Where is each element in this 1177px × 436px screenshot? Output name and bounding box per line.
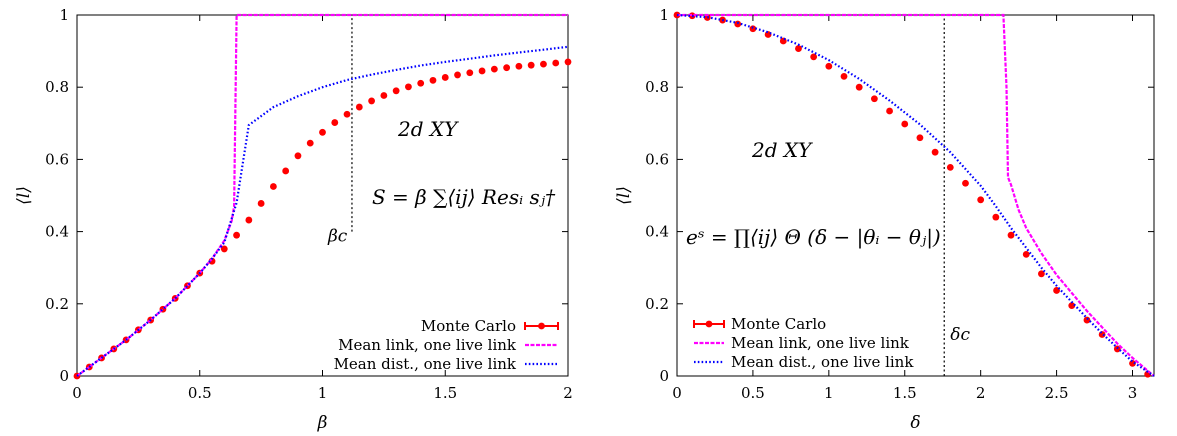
x-tick-label: 0 xyxy=(72,384,82,402)
monte-carlo-point xyxy=(454,71,461,79)
monte-carlo-point xyxy=(355,103,363,111)
legend-label: Monte Carlo xyxy=(421,317,516,335)
critical-label: βc xyxy=(327,227,348,247)
monte-carlo-point xyxy=(257,200,265,207)
monte-carlo-point xyxy=(220,245,228,253)
monte-carlo-point xyxy=(1022,250,1030,258)
monte-carlo-point xyxy=(466,69,474,77)
x-tick-label: 0 xyxy=(672,384,682,402)
monte-carlo-point xyxy=(478,67,486,75)
monte-carlo-point xyxy=(1083,316,1091,324)
monte-carlo-point xyxy=(306,139,314,147)
y-tick-label: 0.6 xyxy=(45,150,69,168)
monte-carlo-point xyxy=(886,107,893,115)
y-tick-label: 1 xyxy=(659,6,669,24)
x-tick-label: 1.5 xyxy=(893,384,917,402)
y-tick-label: 0.4 xyxy=(45,223,69,241)
monte-carlo-point xyxy=(825,62,833,70)
left-panel-beta: 0 0.2 0.4 0.6 0.8 1 0 0.5 1 1.5 2 β ⟨l⟩ βc 2d XY S = β … xyxy=(14,6,573,433)
monte-carlo-point xyxy=(946,163,954,171)
x-tick-label: 2 xyxy=(976,384,986,402)
legend-swatch xyxy=(538,322,545,330)
x-tick-label: 3 xyxy=(1128,384,1138,402)
monte-carlo-point xyxy=(294,152,302,160)
legend-swatch xyxy=(705,320,713,328)
monte-carlo-point xyxy=(840,72,848,80)
x-tick-label: 1 xyxy=(824,384,834,402)
monte-carlo-point xyxy=(795,45,802,52)
right-panel-delta: 0 0.2 0.4 0.6 0.8 1 0 0.5 1 1.5 2 2.5 3 δ ⟨l⟩ δc 2d XY eˢ… xyxy=(614,6,1155,433)
model-label: 2d XY xyxy=(397,117,459,141)
x-tick-label: 1 xyxy=(318,384,328,402)
monte-carlo-point xyxy=(527,61,535,69)
monte-carlo-point xyxy=(441,74,449,81)
monte-carlo-point xyxy=(855,83,863,91)
legend-label: Mean link, one live link xyxy=(338,336,517,354)
monte-carlo-point xyxy=(515,62,523,70)
x-axis-label: δ xyxy=(910,413,920,433)
y-tick-label: 1 xyxy=(59,6,69,24)
legend-label: Monte Carlo xyxy=(731,315,826,333)
monte-carlo-point xyxy=(282,167,290,175)
y-axis-label: ⟨l⟩ xyxy=(14,186,34,205)
monte-carlo-point xyxy=(870,95,878,103)
monte-carlo-point xyxy=(405,83,412,91)
monte-carlo-point xyxy=(901,120,909,128)
monte-carlo-point xyxy=(992,213,1000,221)
model-label: 2d XY xyxy=(751,138,813,162)
monte-carlo-point xyxy=(233,231,240,239)
monte-carlo-point xyxy=(1007,231,1015,239)
monte-carlo-point xyxy=(417,79,425,87)
y-tick-label: 0.2 xyxy=(645,295,669,313)
monte-carlo-point xyxy=(564,58,572,66)
monte-carlo-point xyxy=(319,128,326,136)
legend-label: Mean link, one live link xyxy=(731,334,910,352)
x-tick-label: 1.5 xyxy=(433,384,457,402)
y-tick-label: 0.4 xyxy=(645,223,669,241)
monte-carlo-point xyxy=(552,59,560,67)
legend-label: Mean dist., one live link xyxy=(334,355,517,373)
mean-link-curve xyxy=(677,13,1155,377)
y-tick-label: 0.2 xyxy=(45,295,69,313)
monte-carlo-point xyxy=(810,53,818,61)
monte-carlo-point xyxy=(1129,359,1136,367)
x-tick-label: 0.5 xyxy=(188,384,212,402)
monte-carlo-point xyxy=(245,216,253,224)
monte-carlo-point xyxy=(270,183,277,190)
monte-carlo-point xyxy=(931,148,939,156)
x-axis-label: β xyxy=(317,413,328,433)
x-tick-label: 2.5 xyxy=(1045,384,1069,402)
monte-carlo-point xyxy=(962,179,969,187)
monte-carlo-point xyxy=(368,97,375,105)
y-tick-label: 0.6 xyxy=(645,150,669,168)
monte-carlo-point xyxy=(916,134,924,142)
monte-carlo-point xyxy=(343,110,351,118)
action-equation: S = β ∑⟨ij⟩ Resᵢ sⱼ† xyxy=(372,185,556,209)
x-tick-label: 0.5 xyxy=(741,384,765,402)
y-tick-label: 0.8 xyxy=(45,78,69,96)
y-tick-label: 0 xyxy=(659,367,669,385)
monte-carlo-point xyxy=(392,87,400,95)
critical-label: δc xyxy=(950,325,970,345)
monte-carlo-point xyxy=(540,60,547,68)
x-tick-label: 2 xyxy=(563,384,573,402)
y-axis-label: ⟨l⟩ xyxy=(614,186,634,205)
monte-carlo-point xyxy=(1068,302,1076,310)
legend-label: Mean dist., one live link xyxy=(731,353,914,371)
monte-carlo-point xyxy=(1038,270,1045,278)
monte-carlo-point xyxy=(380,92,388,99)
monte-carlo-point xyxy=(429,76,437,84)
y-tick-label: 0.8 xyxy=(645,78,669,96)
monte-carlo-point xyxy=(331,119,339,126)
action-equation: eˢ = ∏⟨ij⟩ Θ (δ − |θᵢ − θⱼ|) xyxy=(686,225,941,250)
monte-carlo-point xyxy=(977,196,985,204)
monte-carlo-point xyxy=(490,65,498,73)
monte-carlo-point xyxy=(503,64,511,72)
y-tick-label: 0 xyxy=(59,367,69,385)
